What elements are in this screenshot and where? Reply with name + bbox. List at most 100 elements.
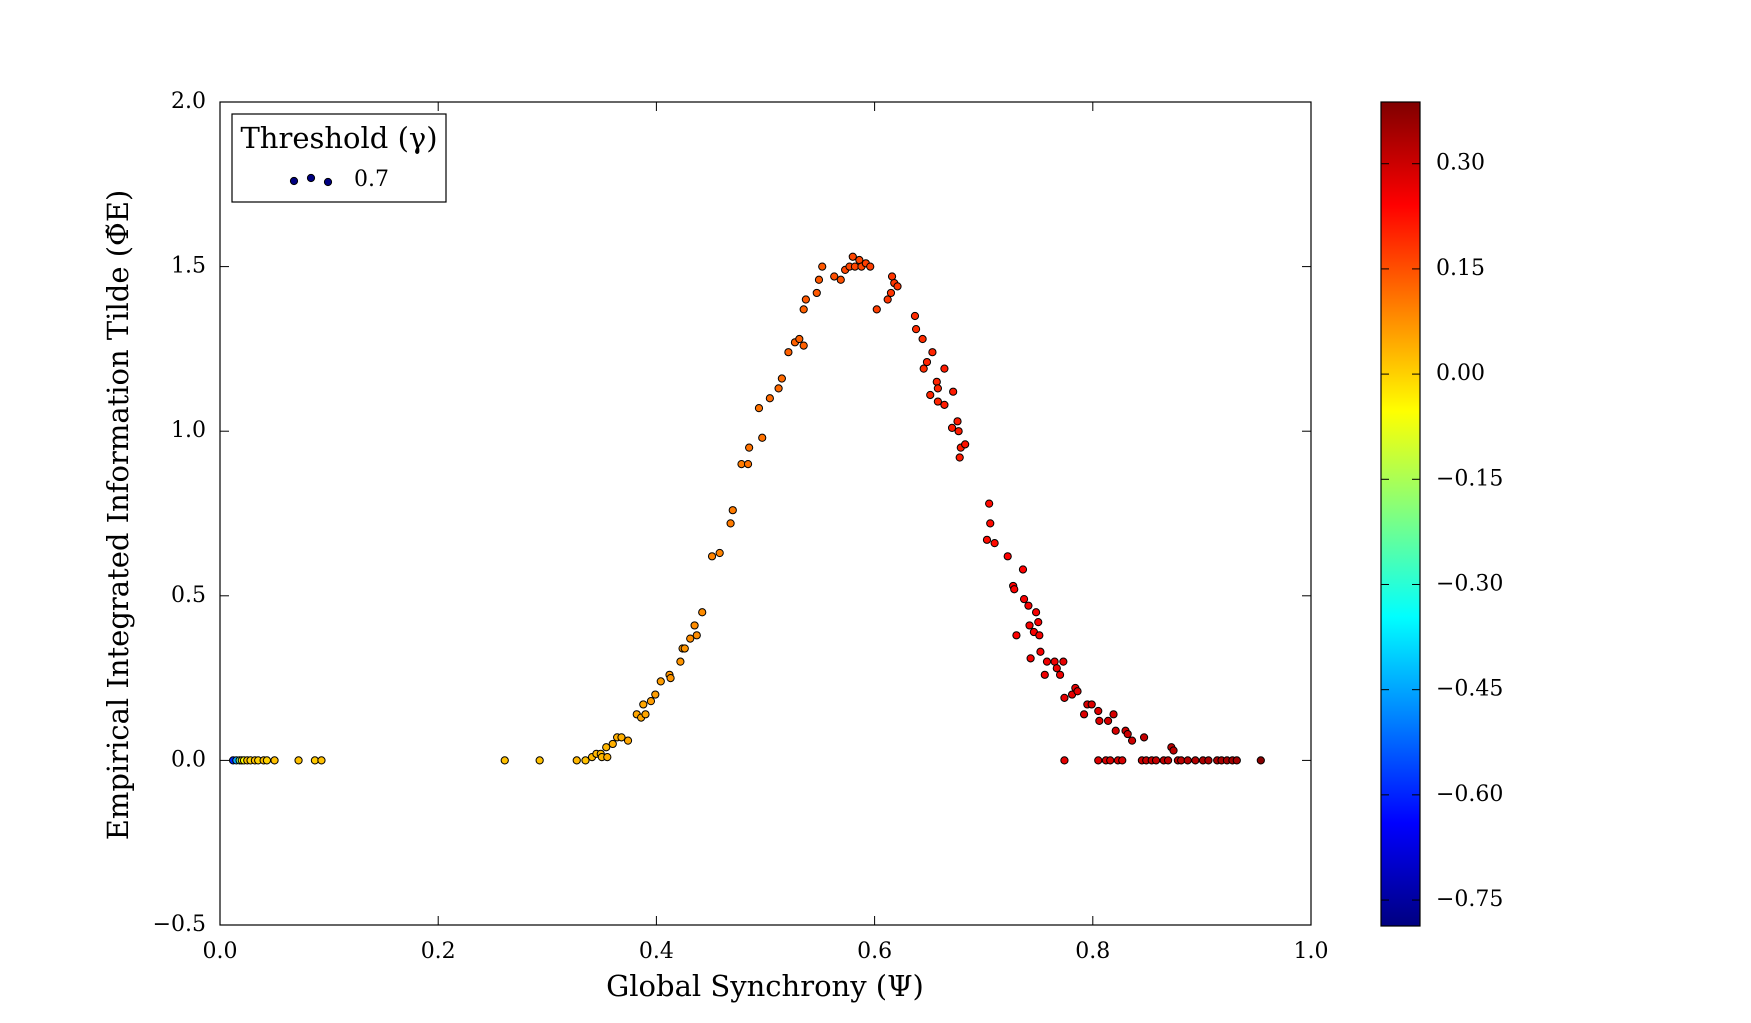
y-tick-label: 0.0	[171, 747, 206, 772]
scatter-point	[872, 305, 881, 314]
legend-label: 0.7	[354, 167, 389, 192]
scatter-point	[774, 384, 783, 393]
scatter-point	[1169, 746, 1178, 755]
scatter-point	[910, 311, 920, 321]
scatter-point	[1127, 736, 1137, 745]
y-tick-label: −0.5	[153, 912, 206, 937]
scatter-point	[830, 272, 839, 281]
y-tick-label: 1.0	[171, 418, 206, 443]
scatter-point	[581, 756, 590, 765]
scatter-point	[754, 404, 764, 413]
scatter-point	[801, 295, 810, 304]
scatter-point	[866, 262, 875, 271]
legend-box	[231, 113, 447, 203]
scatter-point	[1073, 687, 1082, 696]
scatter-point	[990, 539, 999, 548]
scatter-point	[954, 427, 963, 436]
scatter-point	[1232, 756, 1241, 765]
scatter-point	[933, 384, 942, 393]
colorbar-tick-label: −0.15	[1436, 466, 1503, 491]
scatter-point	[1035, 631, 1044, 640]
scatter-point	[270, 756, 279, 765]
legend: Threshold (γ) 0.7	[231, 113, 447, 203]
legend-marker	[323, 177, 333, 187]
colorbar-tick-label: 0.00	[1436, 361, 1485, 386]
scatter-point	[1003, 552, 1012, 561]
scatter-point	[1079, 710, 1089, 719]
legend-marker	[289, 176, 299, 186]
scatter-point	[1059, 657, 1068, 666]
scatter-point	[715, 548, 724, 558]
colorbar-tick-label: −0.75	[1436, 887, 1503, 912]
scatter-point	[690, 621, 699, 630]
scatter-point	[743, 460, 753, 469]
scatter-point	[1095, 716, 1104, 725]
x-tick-label: 1.0	[1294, 939, 1329, 964]
scatter-point	[680, 644, 689, 653]
scatter-point	[692, 631, 701, 640]
legend-title: Threshold (γ)	[240, 121, 437, 155]
scatter-point	[698, 608, 707, 617]
y-axis-label: Empirical Integrated Information Tilde (…	[101, 190, 135, 841]
scatter-point	[1118, 756, 1127, 765]
scatter-point	[1018, 565, 1028, 574]
scatter-point	[1256, 756, 1265, 765]
scatter-point	[745, 443, 754, 452]
scatter-point	[1106, 756, 1115, 765]
scatter-point	[1012, 631, 1021, 640]
scatter-point	[953, 417, 962, 426]
scatter-point	[641, 710, 650, 719]
scatter-point	[784, 348, 793, 357]
colorbar-tick-label: −0.30	[1436, 571, 1503, 596]
scatter-point	[940, 400, 949, 409]
x-tick-label: 0.4	[639, 939, 674, 964]
scatter-point	[795, 334, 804, 344]
scatter-point	[1060, 693, 1069, 702]
x-tick-label: 0.2	[421, 939, 456, 964]
scatter-point	[893, 282, 902, 291]
scatter-point	[911, 325, 921, 334]
scatter-point	[1109, 710, 1118, 719]
legend-marker	[306, 173, 316, 183]
scatter-point	[1026, 654, 1035, 663]
scatter-point	[676, 657, 685, 666]
scatter-point	[317, 756, 326, 765]
scatter-point	[919, 364, 928, 373]
scatter-point	[1019, 594, 1029, 604]
scatter-point	[603, 753, 612, 762]
scatter-point	[955, 453, 964, 462]
scatter-point	[812, 288, 821, 298]
scatter-point	[1036, 647, 1045, 656]
scatter-point	[728, 506, 737, 515]
scatter-point	[617, 733, 626, 742]
scatter-point	[933, 397, 942, 406]
colorbar-tick-label: −0.45	[1436, 677, 1503, 702]
scatter-point	[799, 305, 808, 314]
scatter-point	[1042, 657, 1052, 666]
scatter-point	[651, 690, 660, 699]
scatter-point	[1094, 706, 1103, 716]
scatter-point	[535, 756, 544, 765]
y-tick-label: 1.5	[171, 254, 206, 279]
scatter-point	[1123, 729, 1132, 739]
scatter-point	[928, 348, 937, 357]
scatter-point	[949, 387, 958, 396]
colorbar	[1380, 101, 1421, 927]
scatter-point	[1052, 664, 1061, 673]
scatter-point	[1204, 756, 1213, 765]
scatter-point	[940, 364, 949, 373]
scatter-point	[765, 394, 774, 403]
scatter-point	[262, 756, 272, 765]
scatter-point	[926, 390, 935, 400]
x-tick-label: 0.8	[1075, 939, 1110, 964]
scatter-point	[707, 552, 717, 561]
colorbar-tick-label: 0.30	[1436, 151, 1485, 176]
x-axis-label: Global Synchrony (Ψ)	[606, 969, 924, 1003]
scatter-point	[1060, 756, 1069, 765]
scatter-point	[572, 756, 581, 765]
scatter-point	[639, 700, 648, 709]
scatter-point	[1055, 670, 1065, 679]
scatter-point	[818, 262, 827, 271]
scatter-point	[836, 275, 845, 284]
